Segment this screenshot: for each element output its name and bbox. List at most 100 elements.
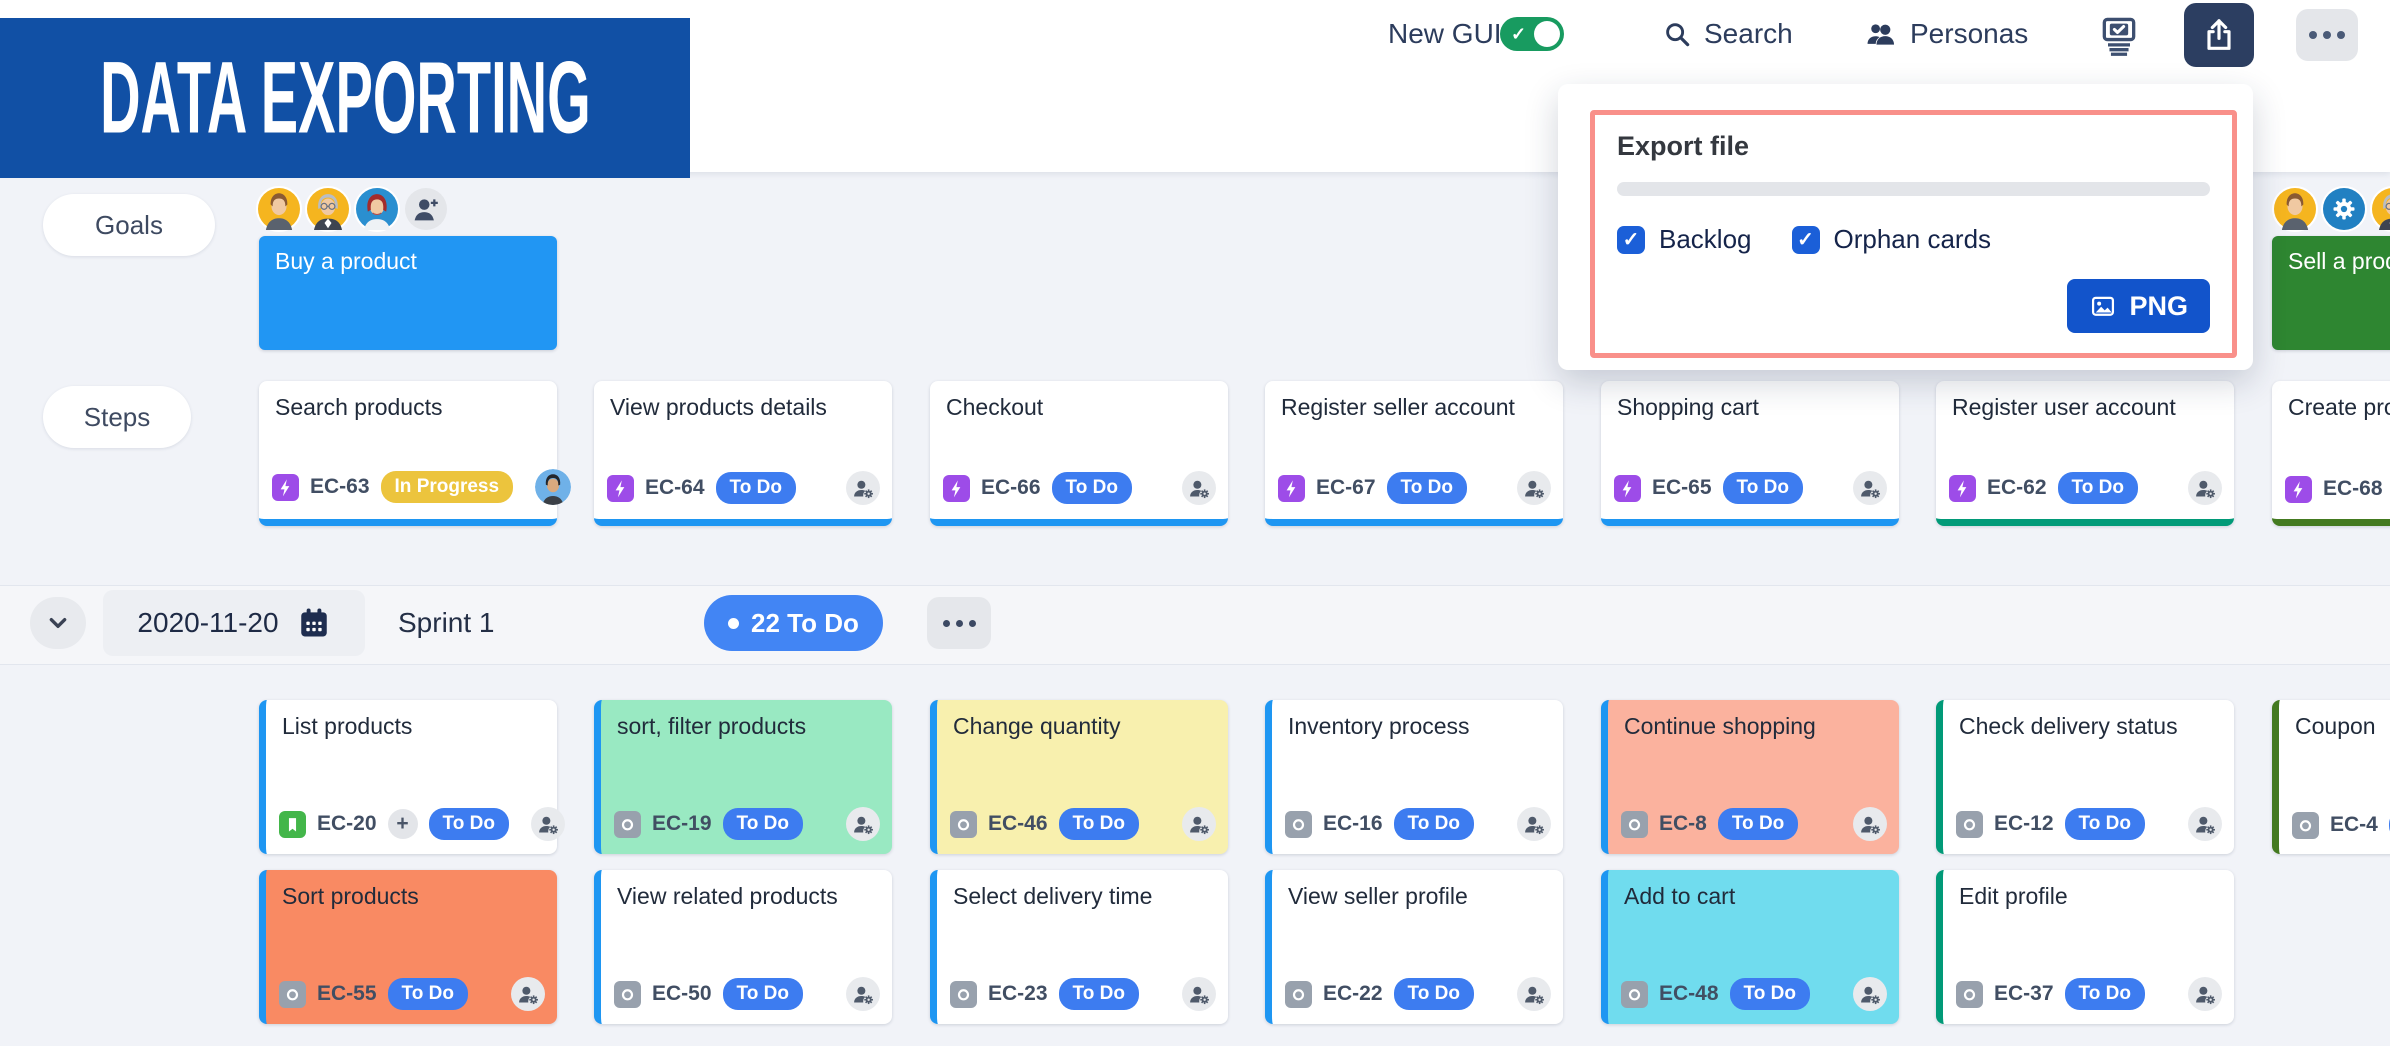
task-circle-icon	[1285, 810, 1312, 838]
card-title: Add to cart	[1624, 883, 1736, 909]
sprint-date-picker[interactable]: 2020-11-20	[103, 590, 365, 656]
export-png-button[interactable]: PNG	[2067, 279, 2210, 333]
personas-icon	[1864, 17, 1898, 51]
task-card[interactable]: Edit profile EC-37 To Do	[1936, 870, 2234, 1024]
goal-card[interactable]: Buy a product	[259, 236, 557, 350]
assign-user-icon[interactable]	[2188, 807, 2222, 841]
card-id: EC-23	[988, 982, 1048, 1005]
more-options-button[interactable]	[2296, 9, 2358, 61]
assign-user-icon[interactable]	[846, 977, 880, 1011]
card-title: Shopping cart	[1617, 394, 1759, 420]
assign-user-icon[interactable]	[530, 807, 565, 841]
assign-user-icon[interactable]	[1853, 471, 1887, 505]
card-title: Inventory process	[1288, 713, 1470, 739]
step-card[interactable]: Checkout EC-66 To Do	[930, 381, 1228, 526]
task-circle-icon	[1956, 980, 1983, 1008]
card-title: Select delivery time	[953, 883, 1153, 909]
add-subtask-button[interactable]: +	[387, 809, 418, 839]
sprint-date: 2020-11-20	[137, 607, 279, 638]
persona-gear-avatar[interactable]	[2321, 186, 2367, 232]
card-id: EC-55	[317, 982, 377, 1005]
step-card[interactable]: Search products EC-63 In Progress	[259, 381, 557, 526]
step-card[interactable]: Register seller account EC-67 To Do	[1265, 381, 1563, 526]
task-card[interactable]: View related products EC-50 To Do	[594, 870, 892, 1024]
card-id: EC-16	[1323, 812, 1383, 835]
assign-user-icon[interactable]	[2188, 471, 2222, 505]
display-checklist-button[interactable]	[2096, 12, 2142, 58]
card-title: sort, filter products	[617, 713, 807, 739]
sprint-header-band	[0, 586, 2390, 664]
assign-user-icon[interactable]	[1182, 977, 1216, 1011]
card-id: EC-46	[988, 812, 1048, 835]
orphan-cards-checkbox[interactable]: ✓	[1791, 225, 1820, 254]
chevron-down-icon	[42, 607, 74, 639]
card-id: EC-22	[1323, 982, 1383, 1005]
task-card[interactable]: Coupon EC-4 To Do	[2272, 700, 2390, 854]
data-exporting-banner: DATA EXPORTING	[0, 18, 690, 178]
new-gui-toggle[interactable]: ✓	[1500, 17, 1564, 51]
sprint-status-pill[interactable]: 22 To Do	[704, 595, 883, 651]
assign-user-icon[interactable]	[1517, 977, 1551, 1011]
assign-user-icon[interactable]	[1853, 807, 1887, 841]
status-badge: To Do	[2064, 808, 2145, 840]
assign-user-icon[interactable]	[1853, 977, 1887, 1011]
task-card[interactable]: Select delivery time EC-23 To Do	[930, 870, 1228, 1024]
task-card[interactable]: Inventory process EC-16 To Do	[1265, 700, 1563, 854]
status-badge: To Do	[2388, 809, 2390, 841]
persona-man-avatar[interactable]	[2272, 186, 2318, 232]
step-card[interactable]: Create product EC-68 To Do	[2272, 381, 2390, 526]
card-title: Coupon	[2295, 713, 2376, 739]
export-dialog-title: Export file	[1617, 131, 1750, 161]
assignee-avatar[interactable]	[535, 469, 571, 505]
assign-user-icon[interactable]	[2188, 977, 2222, 1011]
sprint-name[interactable]: Sprint 1	[398, 607, 495, 638]
assign-user-icon[interactable]	[1182, 471, 1216, 505]
personas-button[interactable]: Personas	[1864, 0, 2028, 68]
card-id: EC-48	[1659, 982, 1719, 1005]
calendar-icon	[297, 606, 331, 640]
persona-woman-redhair-avatar[interactable]	[354, 186, 400, 232]
assign-user-icon[interactable]	[846, 471, 880, 505]
display-checklist-icon	[2097, 13, 2141, 57]
feature-bolt-icon	[943, 474, 970, 502]
backlog-checkbox[interactable]: ✓	[1617, 225, 1645, 254]
task-card[interactable]: Continue shopping EC-8 To Do	[1601, 700, 1899, 854]
status-badge: To Do	[1393, 808, 1474, 840]
status-badge: To Do	[1717, 808, 1799, 840]
step-card[interactable]: View products details EC-64 To Do	[594, 381, 892, 526]
assign-user-icon[interactable]	[511, 977, 545, 1011]
persona-woman-glasses-avatar[interactable]	[2370, 186, 2390, 232]
assign-user-icon[interactable]	[1517, 471, 1551, 505]
feature-bolt-icon	[1614, 474, 1641, 502]
card-title: Change quantity	[953, 713, 1121, 739]
persona-man-avatar[interactable]	[256, 186, 302, 232]
persona-woman-glasses-avatar[interactable]	[305, 186, 351, 232]
goal-card[interactable]: Sell a product	[2272, 236, 2390, 350]
task-card[interactable]: sort, filter products EC-19 To Do	[594, 700, 892, 854]
personas-group-left	[256, 186, 449, 232]
step-card[interactable]: Shopping cart EC-65 To Do	[1601, 381, 1899, 526]
add-persona-button[interactable]	[403, 186, 449, 232]
export-share-button[interactable]	[2184, 3, 2254, 67]
sprint-more-button[interactable]	[927, 597, 991, 649]
task-card[interactable]: View seller profile EC-22 To Do	[1265, 870, 1563, 1024]
card-id: EC-19	[652, 812, 712, 835]
task-card[interactable]: Add to cart EC-48 To Do	[1601, 870, 1899, 1024]
search-button[interactable]: Search	[1662, 0, 1793, 68]
feature-bolt-icon	[2285, 475, 2312, 503]
collapse-sprint-button[interactable]	[30, 597, 86, 649]
task-card[interactable]: List products EC-20 + To Do	[259, 700, 565, 854]
assign-user-icon[interactable]	[1182, 807, 1216, 841]
task-card[interactable]: Check delivery status EC-12 To Do	[1936, 700, 2234, 854]
task-card[interactable]: Sort products EC-55 To Do	[259, 870, 557, 1024]
assign-user-icon[interactable]	[1517, 807, 1551, 841]
step-card[interactable]: Register user account EC-62 To Do	[1936, 381, 2234, 526]
task-card[interactable]: Change quantity EC-46 To Do	[930, 700, 1228, 854]
search-label: Search	[1704, 18, 1793, 49]
card-title: Register user account	[1952, 394, 2176, 420]
orphan-cards-label: Orphan cards	[1833, 224, 1992, 254]
assign-user-icon[interactable]	[846, 807, 880, 841]
task-circle-icon	[1621, 810, 1648, 838]
new-gui-label: New GUI	[1388, 18, 1502, 49]
task-circle-icon	[950, 810, 977, 838]
